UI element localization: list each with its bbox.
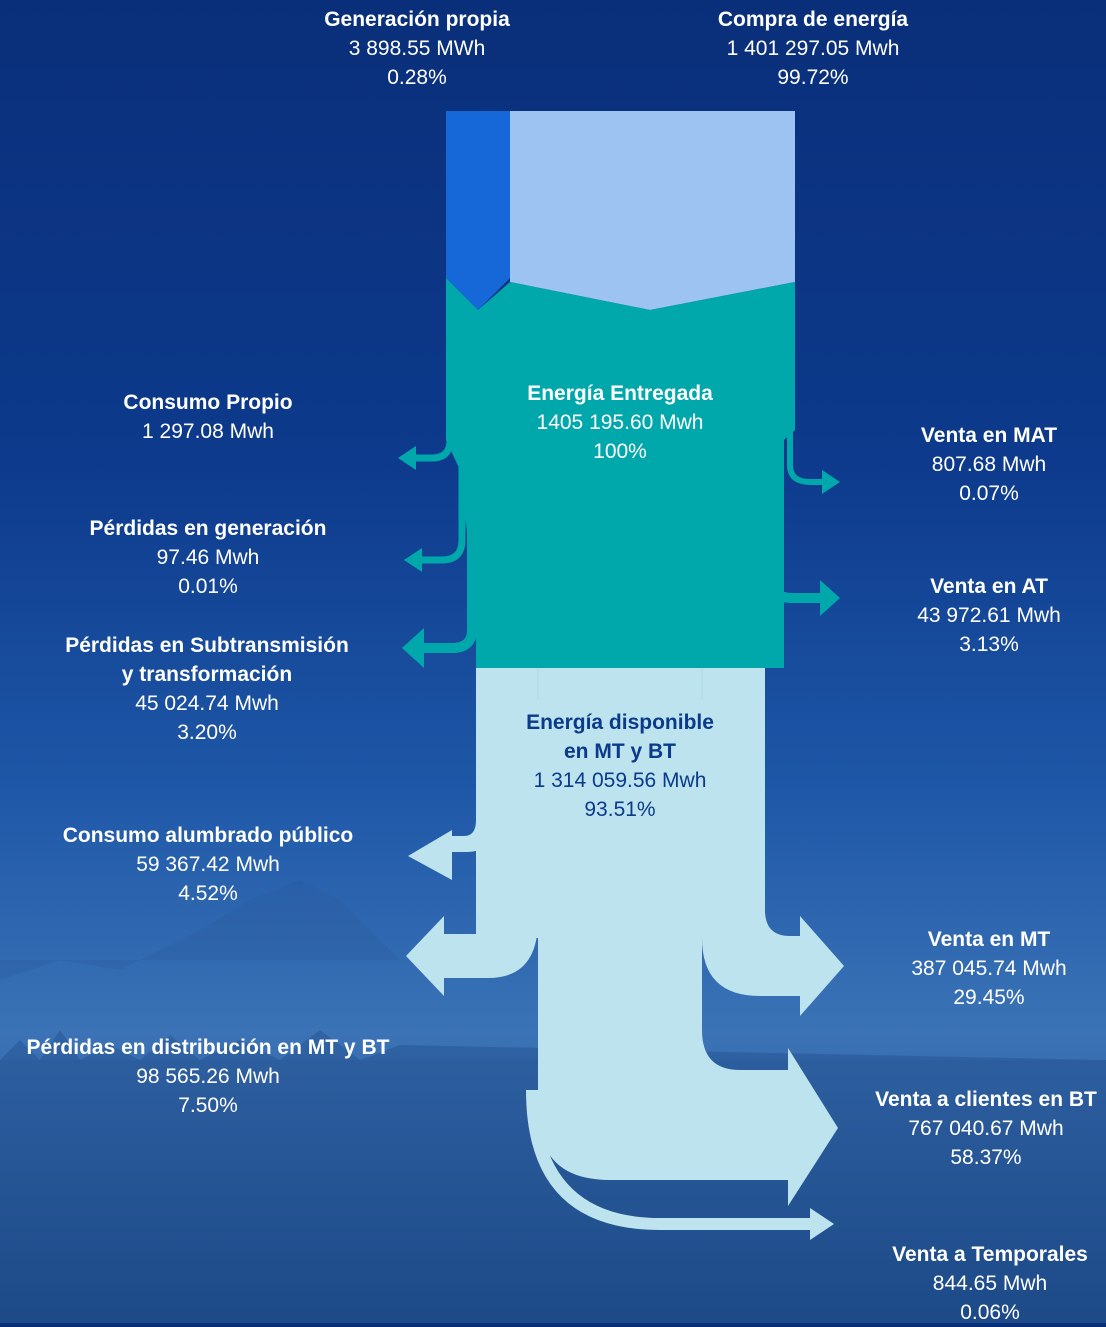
consumo-propio-arrow	[412, 300, 454, 462]
alumbrado-pct: 4.52%	[178, 882, 238, 905]
energia-entregada-label: Energía Entregada 1405 195.60 Mwh 100%	[480, 379, 760, 466]
energia-disponible-title-1: Energía disponible	[526, 711, 714, 734]
venta-at-title: Venta en AT	[930, 575, 1048, 598]
venta-mt-title: Venta en MT	[927, 928, 1051, 951]
compra-energia-flow	[510, 111, 795, 310]
venta-mt-arrow	[702, 668, 844, 1016]
venta-bt-title: Venta a clientes en BT	[875, 1088, 1097, 1111]
energia-entregada-value: 1405 195.60 Mwh	[536, 411, 704, 434]
venta-mt-label: Venta en MT 387 045.74 Mwh 29.45%	[880, 925, 1098, 1012]
perdidas-subtransmision-title-2: y transformación	[121, 663, 293, 686]
venta-temporales-title: Venta a Temporales	[892, 1243, 1088, 1266]
venta-mt-pct: 29.45%	[953, 986, 1025, 1009]
perdidas-subtransmision-pct: 3.20%	[177, 721, 237, 744]
perdidas-generacion-arrow	[418, 310, 466, 564]
energia-disponible-title-2: en MT y BT	[563, 740, 676, 763]
venta-mat-label: Venta en MAT 807.68 Mwh 0.07%	[880, 421, 1098, 508]
energia-disponible-label: Energía disponible en MT y BT 1 314 059.…	[480, 708, 760, 824]
venta-bt-arrow	[538, 668, 838, 1206]
venta-mt-value: 387 045.74 Mwh	[911, 957, 1067, 980]
venta-at-value: 43 972.61 Mwh	[917, 604, 1061, 627]
energia-entregada-pct: 100%	[593, 440, 647, 463]
compra-energia-label: Compra de energía 1 401 297.05 Mwh 99.72…	[660, 5, 966, 92]
venta-at-label: Venta en AT 43 972.61 Mwh 3.13%	[880, 572, 1098, 659]
perdidas-generacion-label: Pérdidas en generación 97.46 Mwh 0.01%	[50, 514, 366, 601]
venta-temporales-label: Venta a Temporales 844.65 Mwh 0.06%	[876, 1240, 1104, 1327]
venta-bt-label: Venta a clientes en BT 767 040.67 Mwh 58…	[866, 1085, 1106, 1172]
alumbrado-label: Consumo alumbrado público 59 367.42 Mwh …	[30, 821, 386, 908]
venta-temporales-value: 844.65 Mwh	[932, 1272, 1048, 1295]
alumbrado-arrow	[408, 668, 496, 880]
generacion-propia-value: 3 898.55 MWh	[348, 37, 486, 60]
generacion-propia-title: Generación propia	[324, 8, 510, 31]
venta-mat-pct: 0.07%	[959, 482, 1019, 505]
perdidas-distribucion-label: Pérdidas en distribución en MT y BT 98 5…	[6, 1033, 410, 1120]
consumo-propio-title: Consumo Propio	[123, 391, 293, 414]
compra-energia-pct: 99.72%	[777, 66, 849, 89]
energia-entregada-block	[446, 278, 795, 668]
compra-energia-title: Compra de energía	[717, 8, 909, 31]
perdidas-subtransmision-arrow	[420, 310, 477, 653]
perdidas-subtransmision-label: Pérdidas en Subtransmisión y transformac…	[40, 631, 374, 747]
compra-energia-value: 1 401 297.05 Mwh	[726, 37, 900, 60]
perdidas-generacion-value: 97.46 Mwh	[156, 546, 260, 569]
disponible-divider-lines	[537, 668, 703, 700]
generacion-propia-label: Generación propia 3 898.55 MWh 0.28%	[270, 5, 564, 92]
alumbrado-value: 59 367.42 Mwh	[136, 853, 280, 876]
perdidas-distribucion-title: Pérdidas en distribución en MT y BT	[26, 1036, 390, 1059]
generacion-propia-flow	[446, 111, 510, 310]
energia-disponible-pct: 93.51%	[584, 798, 656, 821]
perdidas-generacion-pct: 0.01%	[178, 575, 238, 598]
venta-bt-value: 767 040.67 Mwh	[908, 1117, 1064, 1140]
perdidas-distribucion-value: 98 565.26 Mwh	[136, 1065, 280, 1088]
perdidas-subtransmision-value: 45 024.74 Mwh	[135, 692, 279, 715]
left-teal-arrows	[412, 300, 477, 653]
venta-at-arrow	[767, 560, 824, 603]
perdidas-generacion-title: Pérdidas en generación	[89, 517, 327, 540]
energia-entregada-title: Energía Entregada	[527, 382, 713, 405]
energia-disponible-value: 1 314 059.56 Mwh	[533, 769, 707, 792]
venta-at-pct: 3.13%	[959, 633, 1019, 656]
venta-bt-pct: 58.37%	[950, 1146, 1022, 1169]
venta-mat-value: 807.68 Mwh	[931, 453, 1047, 476]
consumo-propio-value: 1 297.08 Mwh	[142, 420, 274, 443]
right-teal-arrows	[767, 430, 826, 603]
perdidas-subtransmision-title-1: Pérdidas en Subtransmisión	[65, 634, 349, 657]
generacion-propia-pct: 0.28%	[387, 66, 447, 89]
perdidas-distribucion-pct: 7.50%	[178, 1094, 238, 1117]
venta-temporales-pct: 0.06%	[960, 1301, 1020, 1324]
alumbrado-title: Consumo alumbrado público	[62, 824, 354, 847]
perdidas-distribucion-arrow	[406, 760, 538, 996]
venta-mat-title: Venta en MAT	[920, 424, 1058, 447]
right-teal-arrowheads	[820, 470, 840, 616]
venta-mat-arrow	[787, 430, 826, 485]
venta-temporales-arrow	[526, 1090, 834, 1240]
consumo-propio-label: Consumo Propio 1 297.08 Mwh	[70, 388, 346, 446]
left-teal-arrowheads	[398, 446, 424, 668]
